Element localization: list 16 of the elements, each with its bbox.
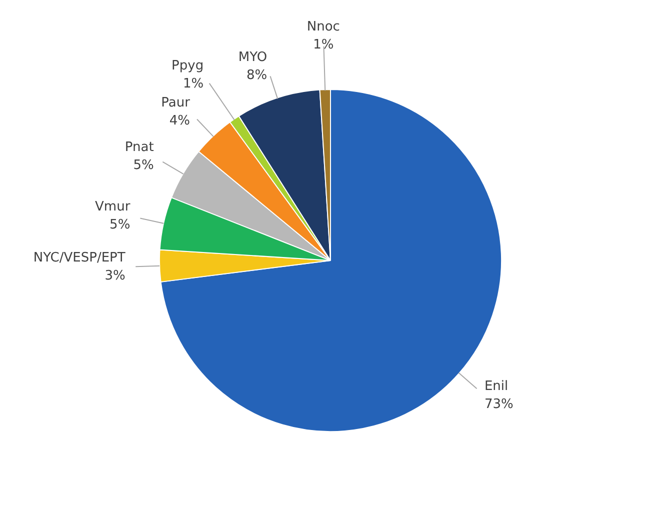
data-label: 5% <box>110 218 130 232</box>
slice-label: Pnat <box>124 140 154 156</box>
slice-label: MYO <box>238 50 268 65</box>
data-label: 1% <box>313 38 334 53</box>
data-label: 73% <box>484 396 514 412</box>
data-label: 5% <box>133 158 154 174</box>
slice-label: Nnoc <box>306 20 340 35</box>
data-label: 8% <box>246 68 268 83</box>
data-label: 4% <box>169 113 190 128</box>
slice-label: Vmur <box>95 200 131 214</box>
slice-label: Paur <box>161 95 191 110</box>
slice-label: Enil <box>484 378 508 394</box>
slice-label: NYC/VESP/EPT <box>33 250 126 266</box>
slice-label: Ppyg <box>172 58 204 74</box>
data-label: 3% <box>104 268 126 284</box>
data-label: 1% <box>182 76 204 92</box>
